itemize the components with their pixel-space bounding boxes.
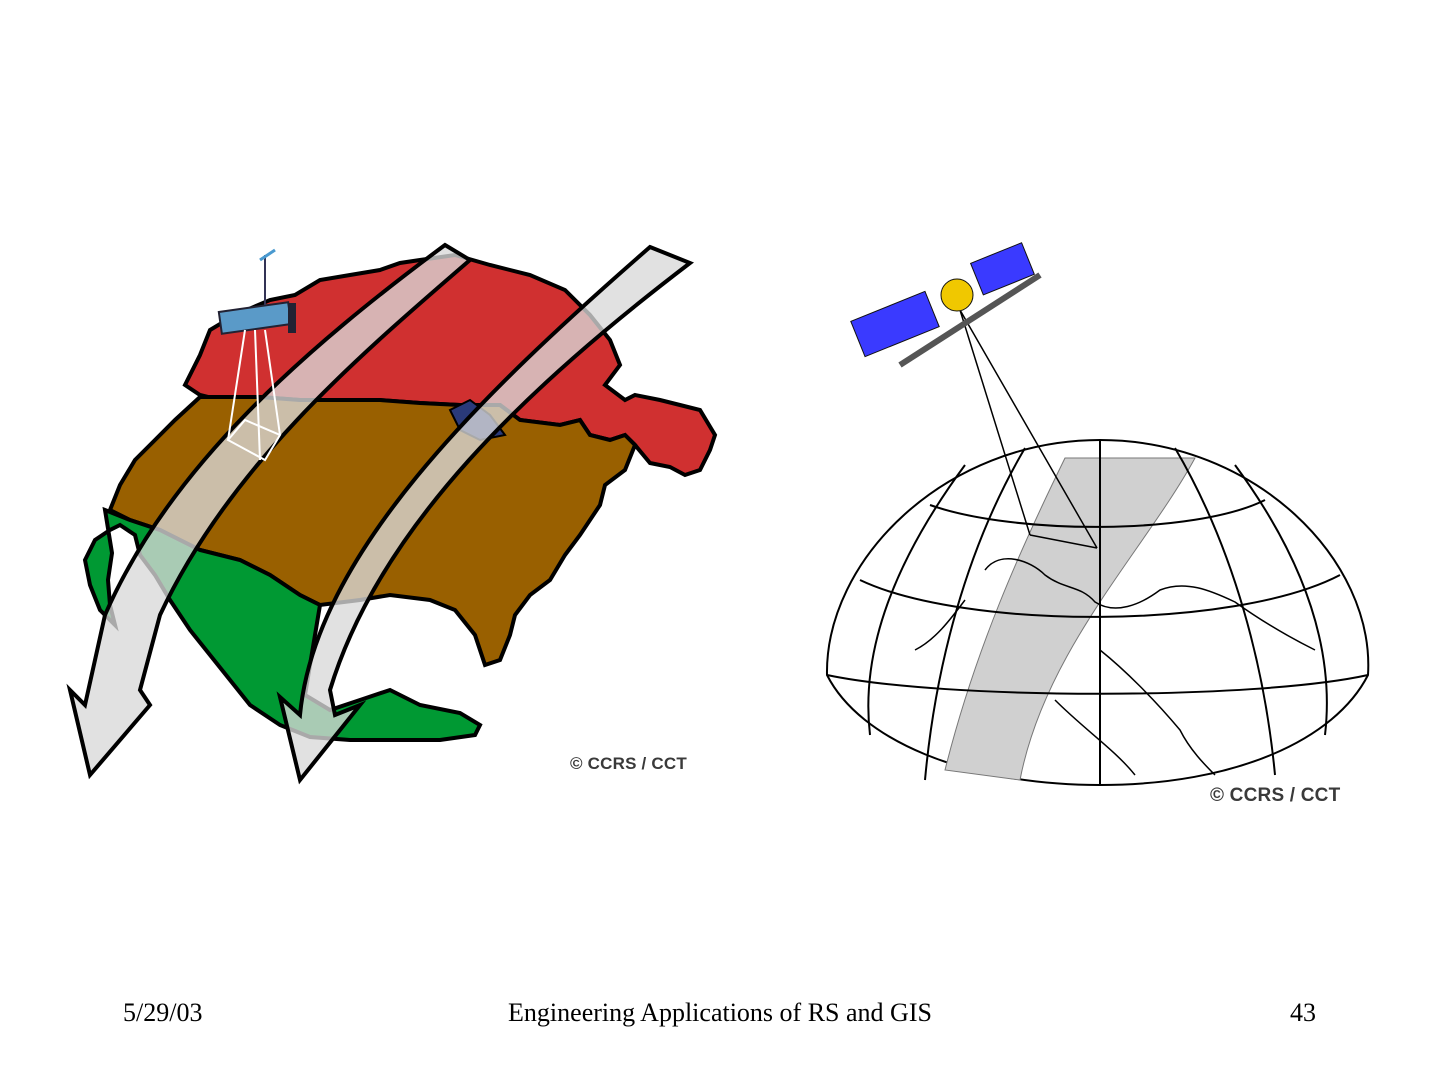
north-america-orbit-illustration: [66, 242, 718, 785]
orbit-swath-left: [66, 242, 474, 780]
coastlines: [914, 558, 1316, 776]
sensor-view-lines: [959, 309, 1098, 549]
footer-title: Engineering Applications of RS and GIS: [508, 998, 932, 1027]
footer-date: 5/29/03: [123, 998, 203, 1027]
image-credit-right: © CCRS / CCT: [1210, 785, 1341, 806]
orbit-swath-right: [276, 244, 695, 785]
image-credit-left: © CCRS / CCT: [570, 754, 687, 773]
ground-swath: [944, 457, 1196, 781]
hemisphere-swath-figure: [815, 230, 1390, 820]
satellite-icon: [850, 242, 1042, 368]
north-america-orbit-figure: [60, 235, 730, 795]
footer-page-number: 43: [1290, 998, 1316, 1027]
sensor-footprint: [226, 329, 282, 462]
satellite-icon: [217, 248, 296, 335]
hemisphere-swath-illustration: [825, 242, 1370, 787]
